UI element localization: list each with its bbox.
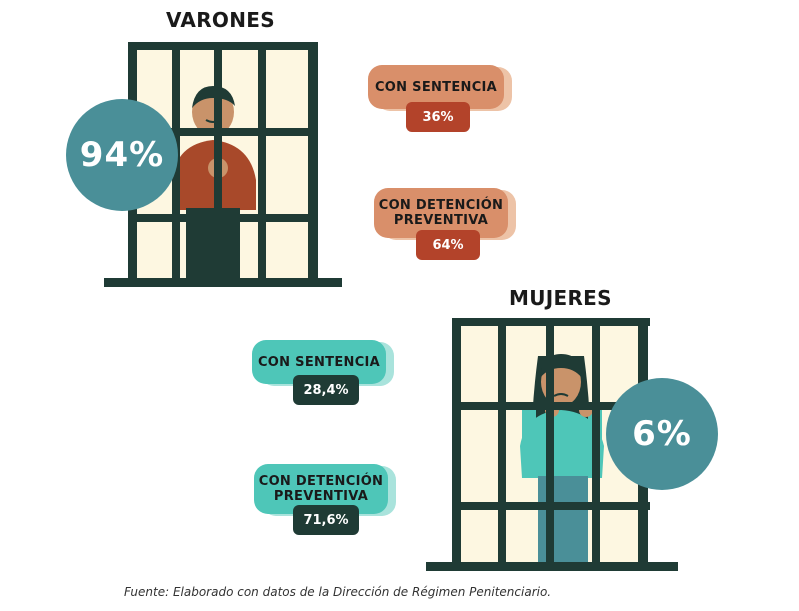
varones-heading: VARONES [166, 8, 275, 32]
varones-preventiva-label-1: CON DETENCIÓN [378, 198, 504, 213]
mujeres-heading: MUJERES [509, 286, 612, 310]
mujeres-sentencia-value-box: 28,4% [293, 375, 359, 405]
varones-total-circle: 94% [66, 99, 178, 211]
varones-preventiva-value: 64% [432, 237, 464, 253]
varones-sentencia-pill: CON SENTENCIA [368, 65, 504, 109]
varones-total-value: 94% [79, 135, 165, 175]
mujeres-total-value: 6% [632, 414, 692, 454]
varones-preventiva-pill: CON DETENCIÓN PREVENTIVA [374, 188, 508, 238]
varones-preventiva-label-2: PREVENTIVA [393, 213, 489, 228]
varones-preventiva-value-box: 64% [416, 230, 480, 260]
mujeres-preventiva-label-2: PREVENTIVA [273, 489, 369, 504]
varones-sentencia-value: 36% [422, 109, 454, 125]
mujeres-sentencia-value: 28,4% [303, 382, 349, 398]
varones-sentencia-label: CON SENTENCIA [374, 79, 498, 95]
varones-sentencia-value-box: 36% [406, 102, 470, 132]
mujeres-preventiva-value: 71,6% [303, 512, 349, 528]
mujeres-preventiva-value-box: 71,6% [293, 505, 359, 535]
varones-jail-illustration [104, 42, 342, 287]
mujeres-total-circle: 6% [606, 378, 718, 490]
mujeres-jail-illustration [426, 318, 678, 571]
mujeres-preventiva-label-1: CON DETENCIÓN [258, 474, 384, 489]
mujeres-sentencia-label: CON SENTENCIA [257, 354, 381, 370]
source-note: Fuente: Elaborado con datos de la Direcc… [124, 585, 552, 599]
